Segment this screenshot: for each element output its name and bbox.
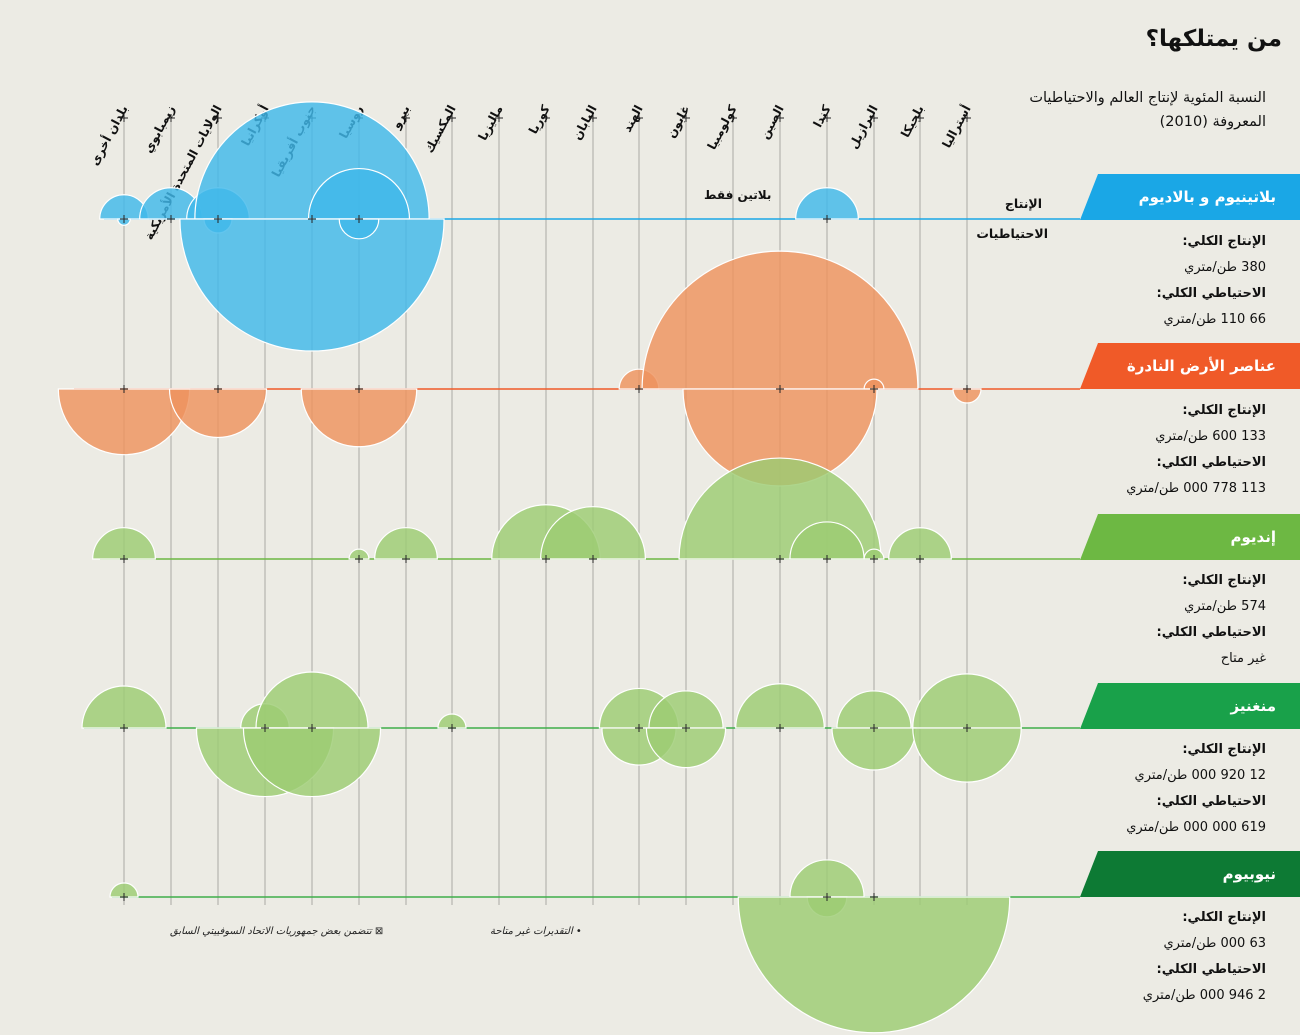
production-total-label: الإنتاج الكلي: bbox=[1182, 403, 1266, 418]
reserves-bubble bbox=[168, 388, 268, 438]
reserves-bubble bbox=[300, 388, 418, 447]
reserves-total-label: الاحتياطي الكلي: bbox=[1156, 625, 1266, 640]
band-label: بلاتينيوم و بالاديوم bbox=[1138, 188, 1276, 206]
reserves-bubble bbox=[737, 896, 1011, 1034]
reserves-total-label: الاحتياطي الكلي: bbox=[1156, 962, 1266, 977]
reserves-total-value: غير متاح bbox=[1220, 651, 1266, 666]
production-bubble bbox=[912, 673, 1022, 729]
band-platinum: بلاتينيوم و بالاديوم bbox=[1080, 174, 1300, 220]
stats-platinum: الإنتاج الكلي: 380 طن/متري الاحتياطي الك… bbox=[1066, 229, 1266, 333]
reserves-bubble bbox=[242, 727, 382, 798]
reserves-legend-label: الاحتياطيات bbox=[976, 226, 1048, 241]
production-total-value: 380 طن/متري bbox=[1184, 260, 1266, 275]
production-total-value: 63 000 طن/متري bbox=[1163, 936, 1266, 951]
production-bubble bbox=[863, 548, 885, 560]
production-bubble bbox=[255, 671, 369, 729]
country-label: كندا bbox=[811, 103, 834, 130]
production-bubble bbox=[789, 521, 865, 560]
band-manganese: منغنيز bbox=[1080, 683, 1300, 729]
production-bubble bbox=[348, 548, 370, 560]
country-label: أستراليا bbox=[939, 102, 974, 150]
production-bubble bbox=[648, 690, 724, 729]
page-subtitle: النسبة المئوية لإنتاج العالم والاحتياطيا… bbox=[1029, 90, 1266, 130]
country-label: البرازيل bbox=[846, 103, 881, 151]
country-label: المكسيك bbox=[422, 103, 459, 155]
stats-rare-earth: الإنتاج الكلي: 133 600 طن/متري الاحتياطي… bbox=[1066, 398, 1266, 502]
production-bubble bbox=[437, 713, 467, 729]
reserves-total-value: 2 946 000 طن/متري bbox=[1142, 988, 1266, 1003]
page-title: من يمتلكها؟ bbox=[1145, 26, 1282, 52]
country-label: كوريا bbox=[526, 103, 554, 137]
production-bubble bbox=[374, 527, 438, 560]
reserves-total-value: 113 778 000 طن/متري bbox=[1126, 481, 1266, 496]
production-bubble bbox=[888, 527, 952, 560]
reserves-bubble bbox=[645, 727, 727, 769]
country-label: اليابان bbox=[570, 103, 600, 142]
reserves-total-value: 66 110 طن/متري bbox=[1163, 312, 1266, 327]
platinum-only-note: بلاتين فقط bbox=[704, 188, 772, 202]
reserves-bubble bbox=[831, 727, 917, 771]
production-bubble bbox=[540, 506, 646, 560]
reserves-bubble bbox=[179, 218, 445, 352]
production-bubble bbox=[735, 683, 825, 729]
country-label: غابون bbox=[664, 103, 694, 141]
stats-niobium: الإنتاج الكلي: 63 000 طن/متري الاحتياطي … bbox=[1066, 905, 1266, 1009]
country-label: الصين bbox=[757, 103, 786, 141]
production-total-value: 12 920 000 طن/متري bbox=[1134, 768, 1266, 783]
country-label: بلجيكا bbox=[898, 103, 927, 140]
production-total-label: الإنتاج الكلي: bbox=[1182, 742, 1266, 757]
band-indium: إنديوم bbox=[1080, 514, 1300, 560]
band-niobium: نيوبيوم bbox=[1080, 851, 1300, 897]
band-label: إنديوم bbox=[1230, 528, 1276, 546]
production-bubble bbox=[789, 859, 865, 898]
production-bubble bbox=[307, 168, 411, 220]
production-bubble bbox=[795, 187, 859, 220]
reserves-total-value: 619 000 000 طن/متري bbox=[1126, 820, 1266, 835]
production-bubble bbox=[92, 527, 156, 560]
footnote-ussr: ⊠ تتضمن بعض جمهوريات الاتحاد السوفييتي ا… bbox=[170, 926, 384, 937]
reserves-bubble bbox=[338, 218, 380, 240]
production-total-label: الإنتاج الكلي: bbox=[1182, 234, 1266, 249]
country-label: كولومبيا bbox=[705, 103, 741, 153]
stats-manganese: الإنتاج الكلي: 12 920 000 طن/متري الاحتي… bbox=[1066, 737, 1266, 841]
reserves-bubble bbox=[912, 727, 1022, 783]
country-label: زيمبابوي bbox=[141, 103, 179, 156]
production-bubble bbox=[641, 250, 919, 390]
stats-indium: الإنتاج الكلي: 574 طن/متري الاحتياطي الك… bbox=[1066, 568, 1266, 672]
reserves-total-label: الاحتياطي الكلي: bbox=[1156, 455, 1266, 470]
production-bubble bbox=[81, 685, 167, 729]
band-label: نيوبيوم bbox=[1222, 865, 1276, 883]
reserves-total-label: الاحتياطي الكلي: bbox=[1156, 286, 1266, 301]
reserves-bubble bbox=[952, 388, 982, 404]
reserves-total-label: الاحتياطي الكلي: bbox=[1156, 794, 1266, 809]
production-bubble bbox=[109, 882, 139, 898]
band-label: عناصر الأرض النادرة bbox=[1126, 357, 1276, 375]
production-total-label: الإنتاج الكلي: bbox=[1182, 573, 1266, 588]
production-legend-label: الإنتاج bbox=[1004, 196, 1042, 211]
band-rare-earth: عناصر الأرض النادرة bbox=[1080, 343, 1300, 389]
production-bubble bbox=[836, 690, 912, 729]
footnote-estimates: • التقديرات غير متاحة bbox=[490, 926, 582, 937]
production-bubble bbox=[863, 378, 885, 390]
production-total-value: 133 600 طن/متري bbox=[1155, 429, 1266, 444]
country-label: ماليزيا bbox=[476, 103, 506, 143]
production-total-value: 574 طن/متري bbox=[1184, 599, 1266, 614]
production-total-label: الإنتاج الكلي: bbox=[1182, 910, 1266, 925]
band-label: منغنيز bbox=[1230, 697, 1276, 715]
country-label: الهند bbox=[620, 103, 646, 135]
